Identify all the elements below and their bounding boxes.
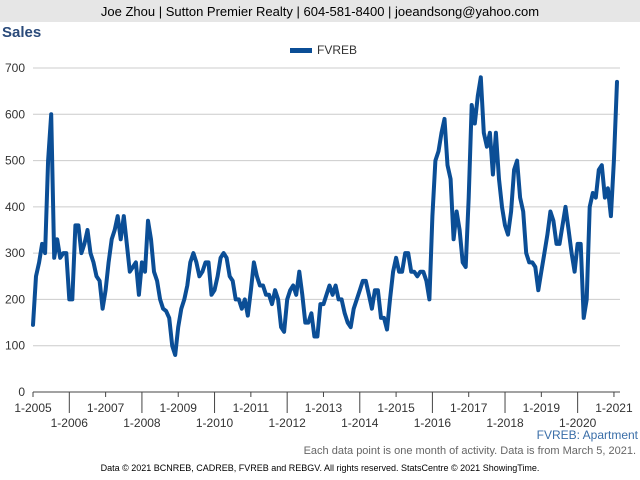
x-tick-label: 1-2012	[268, 416, 306, 430]
x-tick-label: 1-2007	[87, 401, 125, 415]
x-tick-label: 1-2021	[595, 401, 633, 415]
y-tick-label: 400	[5, 200, 25, 214]
x-tick-label: 1-2014	[341, 416, 379, 430]
x-tick-label: 1-2009	[160, 401, 198, 415]
x-tick-label: 1-2020	[559, 416, 597, 430]
series-line-fvreb	[31, 75, 619, 357]
x-tick-label: 1-2017	[450, 401, 488, 415]
chart-title: Sales	[2, 24, 42, 41]
legend: FVREB	[290, 43, 357, 57]
x-tick-label: 1-2013	[305, 401, 343, 415]
footnote: Each data point is one month of activity…	[303, 445, 636, 457]
y-tick-label: 100	[5, 339, 25, 353]
x-tick-label: 1-2006	[51, 416, 89, 430]
x-tick-label: 1-2019	[523, 401, 561, 415]
subset-label: FVREB: Apartment	[536, 428, 638, 442]
x-tick-label: 1-2016	[414, 416, 452, 430]
x-tick-label: 1-2005	[14, 401, 52, 415]
x-tick-label: 1-2015	[377, 401, 415, 415]
x-tick-label: 1-2018	[486, 416, 524, 430]
x-tick-label: 1-2010	[196, 416, 234, 430]
x-tick-label: 1-2008	[123, 416, 161, 430]
copyright-footer: Data © 2021 BCNREB, CADREB, FVREB and RE…	[100, 463, 540, 473]
y-tick-label: 0	[18, 385, 25, 399]
contact-info: Joe Zhou | Sutton Premier Realty | 604-5…	[100, 3, 540, 19]
contact-header: Joe Zhou | Sutton Premier Realty | 604-5…	[0, 0, 640, 22]
y-tick-label: 700	[5, 61, 25, 75]
x-tick-label: 1-2011	[233, 401, 270, 415]
y-tick-label: 200	[5, 292, 25, 306]
legend-swatch	[290, 47, 312, 53]
y-tick-label: 600	[5, 107, 25, 121]
legend-label: FVREB	[317, 43, 358, 57]
y-tick-label: 500	[5, 154, 25, 168]
y-tick-label: 300	[5, 246, 25, 260]
